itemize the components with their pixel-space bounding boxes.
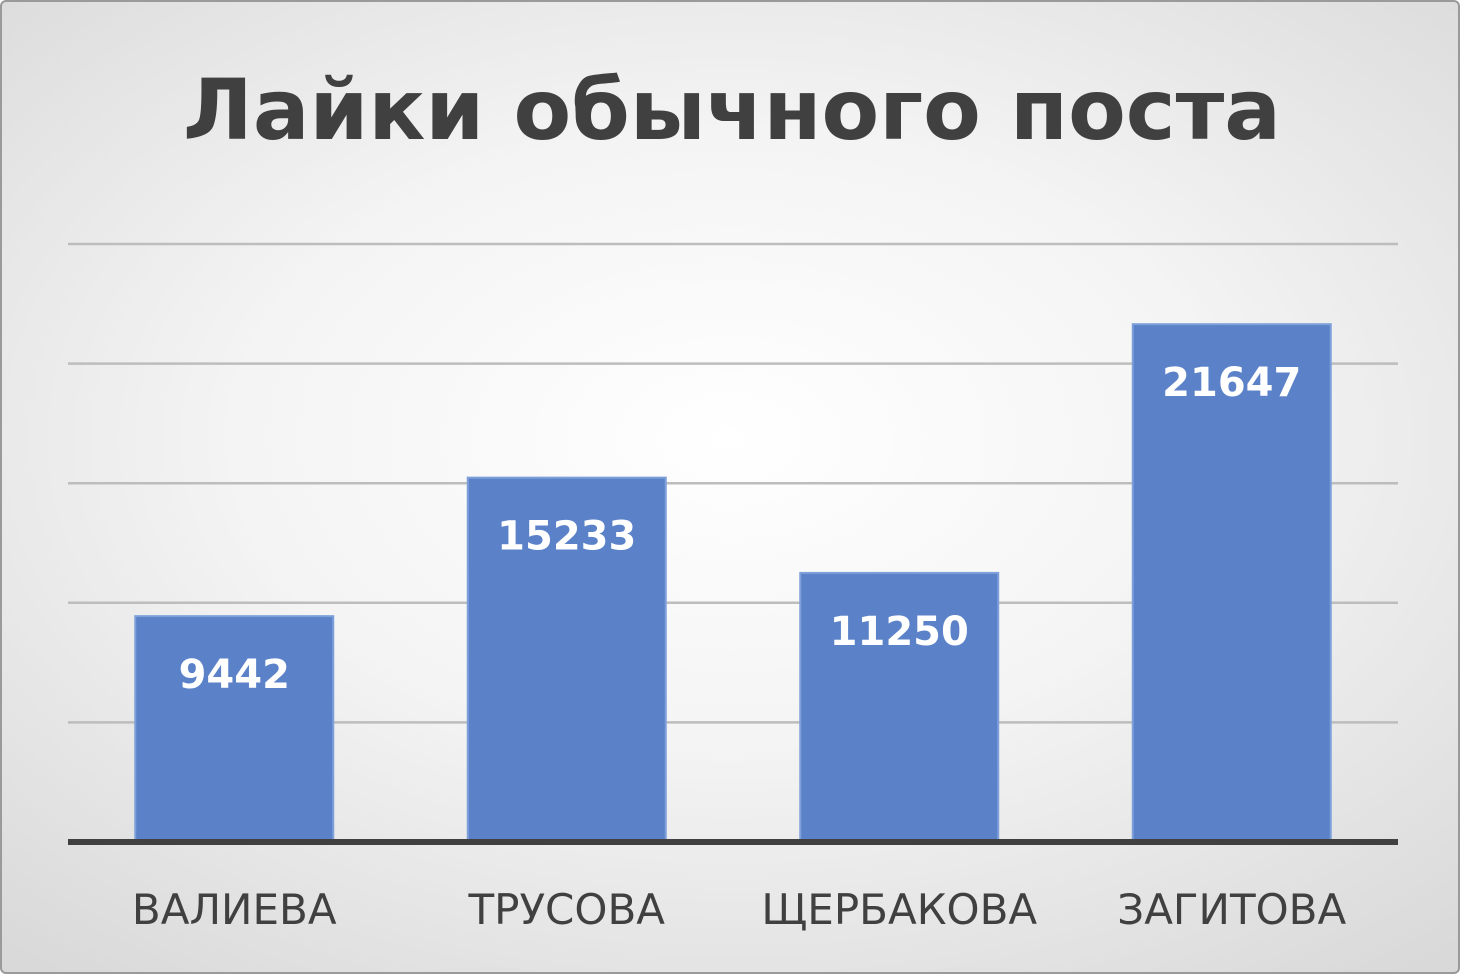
category-label-4: ЗАГИТОВА xyxy=(1117,885,1346,934)
category-label-3: ЩЕРБАКОВА xyxy=(761,885,1037,934)
data-label-1: 9442 xyxy=(179,652,290,698)
category-label-2: ТРУСОВА xyxy=(467,885,665,934)
chart-title: Лайки обычного поста xyxy=(183,61,1281,159)
category-label-1: ВАЛИЕВА xyxy=(132,885,337,934)
data-label-3: 11250 xyxy=(830,609,969,655)
data-label-2: 15233 xyxy=(497,514,636,560)
data-label-4: 21647 xyxy=(1162,360,1301,406)
bar-4 xyxy=(1131,323,1332,844)
bar-2 xyxy=(466,476,667,843)
bar-3 xyxy=(799,571,1000,844)
bar-1 xyxy=(134,615,335,843)
